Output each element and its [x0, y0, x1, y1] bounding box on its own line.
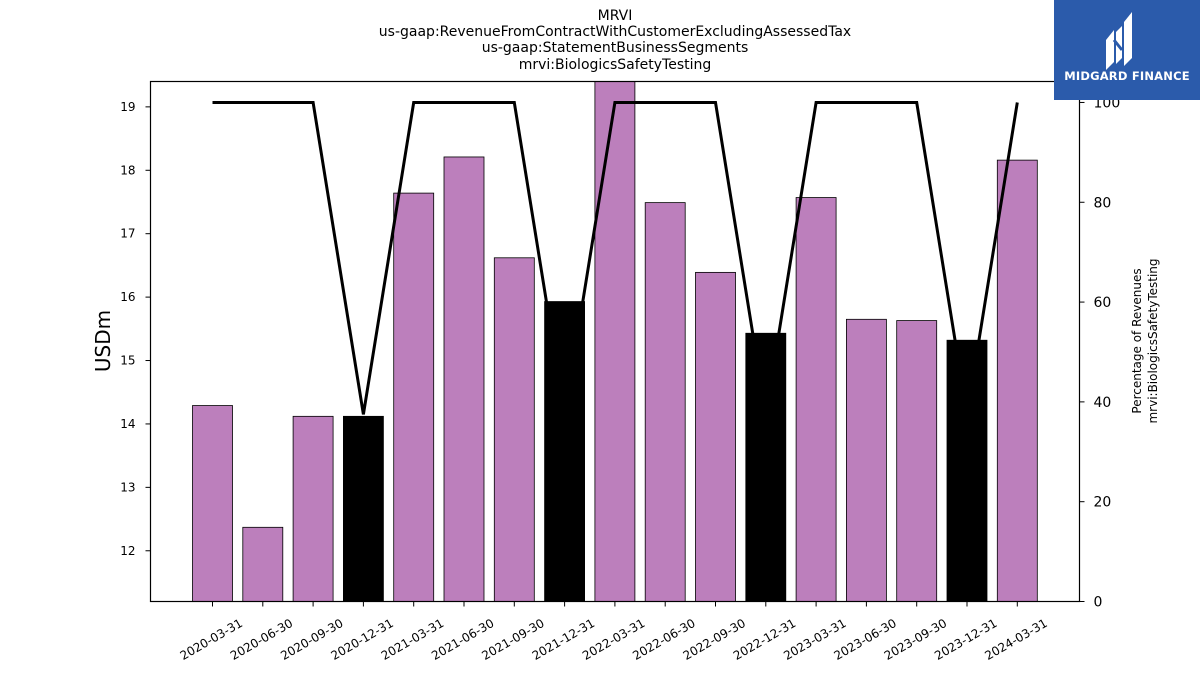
y2-tick-label: 40 [1094, 395, 1112, 411]
chart-title: MRVI [597, 8, 633, 24]
bar-2020-03-31 [192, 405, 233, 602]
bar-2022-09-30 [695, 271, 736, 602]
y-axis-label: USDm [91, 310, 115, 372]
x-axis: 2020-03-312020-06-302020-09-302020-12-31… [178, 601, 1050, 663]
bar-2020-09-30 [292, 415, 334, 602]
bar-2024-03-31 [996, 159, 1038, 602]
bar-2021-09-30 [493, 257, 535, 602]
y-tick-label: 13 [120, 480, 135, 494]
y-tick-label: 14 [120, 417, 135, 431]
y-tick-label: 15 [120, 354, 135, 368]
y-axis-left: 12 13 14 15 16 17 18 19 [120, 100, 151, 558]
logo-text: MIDGARD FINANCE [1064, 69, 1190, 83]
y-tick-label: 18 [120, 163, 135, 177]
y2-tick-label: 0 [1094, 595, 1103, 611]
chart-subtitle-concept: us-gaap:RevenueFromContractWithCustomerE… [378, 24, 852, 40]
y2-tick-label: 20 [1094, 495, 1112, 511]
bar-2023-03-31 [795, 197, 837, 602]
bar-2022-12-31 [745, 332, 787, 602]
y-tick-label: 16 [120, 290, 135, 304]
y-tick-label: 19 [120, 100, 135, 114]
percentage-line-layer [212, 100, 1019, 415]
bar-2020-12-31 [342, 415, 384, 602]
bar-2022-03-31 [594, 81, 636, 602]
y2-axis-label-line-2: mrvi:BiologicsSafetyTesting [1146, 258, 1160, 423]
midgard-finance-logo: MIDGARD FINANCE [1054, 0, 1200, 100]
percentage-line [212, 100, 1019, 415]
bar-2021-06-30 [443, 156, 485, 602]
y2-axis-label-line-1: Percentage of Revenues [1130, 268, 1144, 413]
y-tick-label: 17 [120, 227, 135, 241]
bar-2022-06-30 [644, 202, 686, 602]
y2-tick-label: 60 [1094, 295, 1112, 311]
chart-subtitle-member: mrvi:BiologicsSafetyTesting [518, 57, 712, 73]
logo-mark-icon [1106, 12, 1132, 70]
y2-tick-label: 80 [1094, 195, 1112, 211]
bar-2021-12-31 [544, 301, 585, 602]
chart-subtitle-axis: us-gaap:StatementBusinessSegments [481, 40, 749, 56]
bar-2021-03-31 [393, 192, 435, 602]
bar-2020-06-30 [242, 526, 284, 602]
bar-2023-09-30 [896, 320, 938, 602]
y-tick-label: 12 [120, 544, 135, 558]
bars-layer [192, 81, 1038, 602]
bar-2023-12-31 [946, 339, 988, 602]
bar-2023-06-30 [846, 318, 887, 602]
